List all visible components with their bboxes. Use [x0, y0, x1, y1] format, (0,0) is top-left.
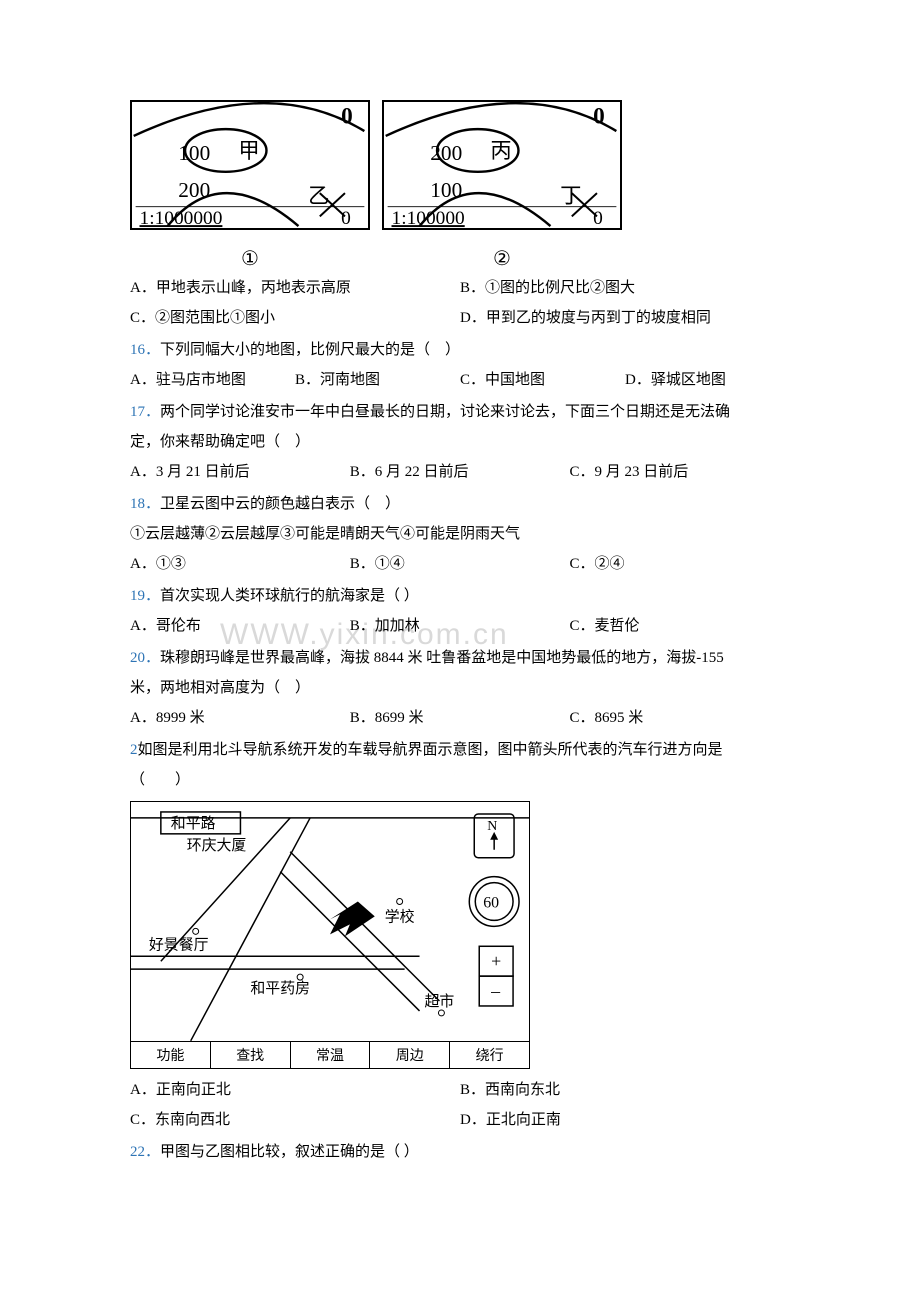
- q20-stem1: 珠穆朗玛峰是世界最高峰，海拔 8844 米 吐鲁番盆地是中国地势最低的地方，海拔…: [160, 650, 724, 666]
- contour-left-zero-top: 0: [341, 103, 353, 129]
- q21-num: 2: [130, 742, 138, 758]
- q16-opt-d: D．驿城区地图: [625, 365, 790, 395]
- contour-box-left: 100 甲 200 0 乙 0 1:1000000: [130, 100, 370, 230]
- q21: 2如图是利用北斗导航系统开发的车载导航界面示意图，图中箭头所代表的汽车行进方向是: [130, 735, 790, 765]
- contour-left-zero-bottom: 0: [341, 208, 351, 228]
- nav-school: 学校: [385, 908, 415, 925]
- contour-left-inner-num: 100: [178, 141, 210, 165]
- q20-opt-b: B．8699 米: [350, 703, 570, 733]
- nav-button-bar: 功能 查找 常温 周边 绕行: [130, 1041, 530, 1069]
- q21-opt-d: D．正北向正南: [460, 1105, 790, 1135]
- q18: 18．卫星云图中云的颜色越白表示（ ）: [130, 489, 790, 519]
- q17-opt-b: B．6 月 22 日前后: [350, 457, 570, 487]
- q19-options: WWW.yixin.com.cn A．哥伦布 B．加加林 C．麦哲伦: [130, 611, 790, 641]
- q15-opt-d: D．甲到乙的坡度与丙到丁的坡度相同: [460, 303, 790, 333]
- contour-right-inner-num: 200: [430, 141, 462, 165]
- nav-market: 超市: [425, 993, 455, 1010]
- nav-btn-4[interactable]: 绕行: [450, 1042, 529, 1068]
- contour-svg-left: 100 甲 200 0 乙 0 1:1000000: [132, 102, 368, 228]
- contour-right-scale: 1:100000: [392, 208, 465, 228]
- zoom-out-icon: –: [490, 981, 501, 1001]
- q21-opt-c: C．东南向西北: [130, 1105, 460, 1135]
- q21-options: A．正南向正北 B．西南向东北 C．东南向西北 D．正北向正南: [130, 1075, 790, 1135]
- contour-box-right: 200 丙 100 0 丁 0 1:100000: [382, 100, 622, 230]
- contour-svg-right: 200 丙 100 0 丁 0 1:100000: [384, 102, 620, 228]
- circled-label-1: ①: [130, 246, 370, 271]
- contour-right-label-a: 丙: [490, 139, 511, 163]
- circled-label-2: ②: [382, 246, 622, 271]
- q16: 16．下列同幅大小的地图，比例尺最大的是（ ）: [130, 335, 790, 365]
- nav-btn-2[interactable]: 常温: [291, 1042, 371, 1068]
- q18-line2: ①云层越薄②云层越厚③可能是晴朗天气④可能是阴雨天气: [130, 519, 790, 549]
- q19-opt-a: A．哥伦布: [130, 611, 350, 641]
- q17-stem1: 两个同学讨论淮安市一年中白昼最长的日期，讨论来讨论去，下面三个日期还是无法确: [160, 404, 730, 420]
- contour-figures-row: 100 甲 200 0 乙 0 1:1000000 200 丙 100: [130, 100, 790, 230]
- north-label: N: [487, 819, 497, 834]
- nav-figure: 和平路 环庆大厦 好景餐厅 和平药房 学校 超市 N 60 +: [130, 801, 530, 1069]
- q21-stem1: 如图是利用北斗导航系统开发的车载导航界面示意图，图中箭头所代表的汽车行进方向是: [138, 742, 723, 758]
- nav-btn-3[interactable]: 周边: [370, 1042, 450, 1068]
- q15-options: A．甲地表示山峰，丙地表示高原 B．①图的比例尺比②图大 C．②图范围比①图小 …: [130, 273, 790, 333]
- contour-left-label-a: 甲: [238, 139, 259, 163]
- q16-num: 16．: [130, 342, 160, 358]
- q21-opt-b: B．西南向东北: [460, 1075, 790, 1105]
- q16-stem: 下列同幅大小的地图，比例尺最大的是（ ）: [160, 342, 460, 358]
- q22: 22．甲图与乙图相比较，叙述正确的是（ ）: [130, 1137, 790, 1167]
- nav-haojing: 好景餐厅: [149, 936, 209, 953]
- q17-num: 17．: [130, 404, 160, 420]
- q17-options: A．3 月 21 日前后 B．6 月 22 日前后 C．9 月 23 日前后: [130, 457, 790, 487]
- q21-stem2: （ ）: [130, 765, 790, 795]
- q19-opt-c: C．麦哲伦: [570, 611, 790, 641]
- contour-right-outer-num: 100: [430, 178, 462, 202]
- q17: 17．两个同学讨论淮安市一年中白昼最长的日期，讨论来讨论去，下面三个日期还是无法…: [130, 397, 790, 427]
- contour-right-label-b: 丁: [560, 184, 581, 208]
- q20-opt-c: C．8695 米: [570, 703, 790, 733]
- circled-labels-row: ① ②: [130, 242, 790, 271]
- q22-num: 22．: [130, 1144, 160, 1160]
- q20-options: A．8999 米 B．8699 米 C．8695 米: [130, 703, 790, 733]
- q18-opt-b: B．①④: [350, 549, 570, 579]
- q17-stem2: 定，你来帮助确定吧（ ）: [130, 427, 790, 457]
- q20: 20．珠穆朗玛峰是世界最高峰，海拔 8844 米 吐鲁番盆地是中国地势最低的地方…: [130, 643, 790, 673]
- q15-opt-b: B．①图的比例尺比②图大: [460, 273, 790, 303]
- q19-stem: 首次实现人类环球航行的航海家是（ ）: [160, 588, 419, 604]
- q20-num: 20．: [130, 650, 160, 666]
- q16-options: A．驻马店市地图 B．河南地图 C．中国地图 D．驿城区地图: [130, 365, 790, 395]
- nav-pharm: 和平药房: [250, 980, 310, 997]
- contour-figure-pair: 100 甲 200 0 乙 0 1:1000000 200 丙 100: [130, 100, 790, 271]
- q16-opt-c: C．中国地图: [460, 365, 625, 395]
- q15-opt-a: A．甲地表示山峰，丙地表示高原: [130, 273, 460, 303]
- contour-right-zero-bottom: 0: [593, 208, 603, 228]
- q19: 19．首次实现人类环球航行的航海家是（ ）: [130, 581, 790, 611]
- q15-opt-c: C．②图范围比①图小: [130, 303, 460, 333]
- nav-huanqing: 环庆大厦: [187, 837, 247, 854]
- contour-left-scale: 1:1000000: [140, 208, 223, 228]
- q16-opt-a: A．驻马店市地图: [130, 365, 295, 395]
- q19-num: 19．: [130, 588, 160, 604]
- q18-stem1: 卫星云图中云的颜色越白表示（ ）: [160, 496, 400, 512]
- q17-opt-a: A．3 月 21 日前后: [130, 457, 350, 487]
- arrow-icon: [330, 901, 375, 936]
- q16-opt-b: B．河南地图: [295, 365, 460, 395]
- zoom-in-icon: +: [491, 951, 501, 971]
- contour-left-label-b: 乙: [308, 184, 329, 208]
- q20-stem2: 米，两地相对高度为（ ）: [130, 673, 790, 703]
- q18-opt-c: C．②④: [570, 549, 790, 579]
- q18-opt-a: A．①③: [130, 549, 350, 579]
- q22-stem: 甲图与乙图相比较，叙述正确的是（ ）: [160, 1144, 419, 1160]
- q17-opt-c: C．9 月 23 日前后: [570, 457, 790, 487]
- q18-num: 18．: [130, 496, 160, 512]
- q19-opt-b: B．加加林: [350, 611, 570, 641]
- nav-svg: 和平路 环庆大厦 好景餐厅 和平药房 学校 超市 N 60 +: [130, 801, 530, 1042]
- contour-left-outer-num: 200: [178, 178, 210, 202]
- contour-right-zero-top: 0: [593, 103, 605, 129]
- q21-opt-a: A．正南向正北: [130, 1075, 460, 1105]
- nav-btn-1[interactable]: 查找: [211, 1042, 291, 1068]
- q18-options: A．①③ B．①④ C．②④: [130, 549, 790, 579]
- nav-btn-0[interactable]: 功能: [131, 1042, 211, 1068]
- q20-opt-a: A．8999 米: [130, 703, 350, 733]
- nav-speed: 60: [483, 894, 499, 911]
